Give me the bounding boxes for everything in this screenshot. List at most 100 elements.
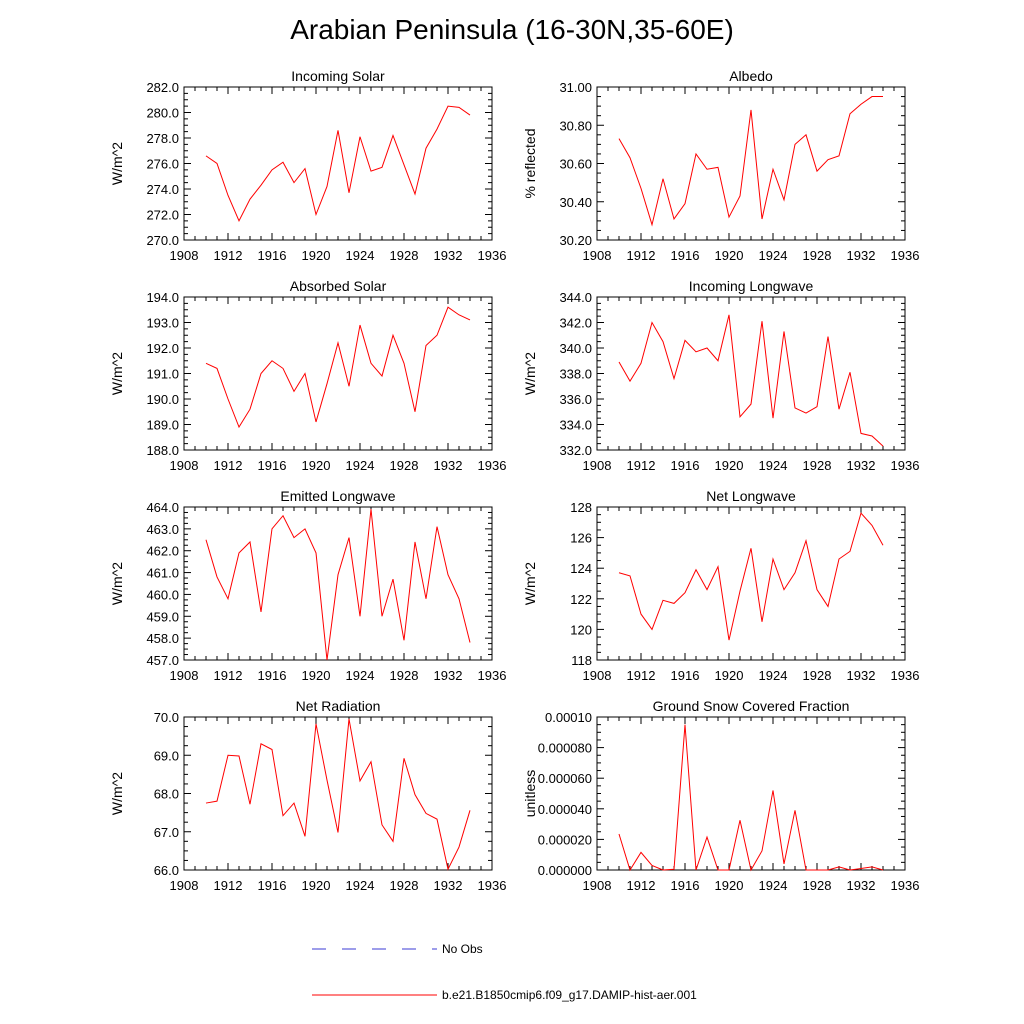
legend-model-label: b.e21.B1850cmip6.f09_g17.DAMIP-hist-aer.… xyxy=(442,988,697,1002)
x-tick-label: 1932 xyxy=(434,878,463,893)
x-tick-label: 1924 xyxy=(346,458,375,473)
y-axis-label: W/m^2 xyxy=(109,562,125,605)
y-tick-label: 460.0 xyxy=(146,587,179,602)
x-tick-label: 1928 xyxy=(390,668,419,683)
y-tick-label: 124 xyxy=(570,561,592,576)
x-tick-label: 1912 xyxy=(214,248,243,263)
y-tick-label: 68.0 xyxy=(154,787,179,802)
y-tick-label: 0.000060 xyxy=(538,771,592,786)
x-tick-label: 1908 xyxy=(170,878,199,893)
y-tick-label: 278.0 xyxy=(146,131,179,146)
x-tick-label: 1908 xyxy=(583,248,612,263)
y-axis-label: W/m^2 xyxy=(109,142,125,185)
x-tick-label: 1924 xyxy=(346,878,375,893)
panel-title: Ground Snow Covered Fraction xyxy=(653,698,850,714)
x-tick-label: 1928 xyxy=(803,668,832,683)
y-tick-label: 342.0 xyxy=(559,316,592,331)
y-tick-label: 270.0 xyxy=(146,233,179,248)
y-tick-label: 0.000040 xyxy=(538,802,592,817)
panel-title: Emitted Longwave xyxy=(280,488,395,504)
panel-title: Incoming Solar xyxy=(291,68,385,84)
panel-title: Absorbed Solar xyxy=(290,278,387,294)
y-tick-label: 457.0 xyxy=(146,653,179,668)
x-tick-label: 1936 xyxy=(891,668,920,683)
x-tick-label: 1936 xyxy=(478,458,507,473)
panel-7: Net Radiation W/m^2 1908 1912 1916 1920 1924 19… xyxy=(109,698,506,893)
series-line xyxy=(618,724,884,872)
y-tick-label: 461.0 xyxy=(146,566,179,581)
x-tick-label: 1928 xyxy=(803,878,832,893)
x-tick-label: 1916 xyxy=(671,878,700,893)
y-tick-label: 69.0 xyxy=(154,748,179,763)
y-tick-label: 118 xyxy=(571,653,592,668)
series-line xyxy=(618,314,884,447)
y-tick-label: 191.0 xyxy=(146,367,179,382)
x-tick-label: 1916 xyxy=(258,248,287,263)
x-tick-label: 1912 xyxy=(214,878,243,893)
series-line xyxy=(618,512,884,641)
legend-obs-label: No Obs xyxy=(442,942,483,956)
y-tick-label: 193.0 xyxy=(146,316,179,331)
panel-title: Incoming Longwave xyxy=(689,278,814,294)
y-tick-label: 344.0 xyxy=(559,290,592,305)
series-line xyxy=(205,509,471,661)
y-tick-label: 126 xyxy=(570,531,592,546)
x-tick-label: 1932 xyxy=(434,248,463,263)
x-tick-label: 1928 xyxy=(803,458,832,473)
x-tick-label: 1916 xyxy=(258,878,287,893)
x-tick-label: 1928 xyxy=(390,458,419,473)
x-tick-label: 1928 xyxy=(390,248,419,263)
y-axis-label: W/m^2 xyxy=(522,562,538,605)
x-tick-label: 1912 xyxy=(214,668,243,683)
panel-8: Ground Snow Covered Fraction unitless 1908… xyxy=(522,698,919,893)
x-tick-label: 1920 xyxy=(715,878,744,893)
panel-1: Incoming Solar W/m^2 1908 1912 1916 1920 1924 1… xyxy=(109,68,506,263)
x-tick-label: 1928 xyxy=(803,248,832,263)
x-tick-label: 1912 xyxy=(627,878,656,893)
y-tick-label: 463.0 xyxy=(146,522,179,537)
y-tick-label: 66.0 xyxy=(154,863,179,878)
x-tick-label: 1920 xyxy=(302,668,331,683)
y-tick-label: 280.0 xyxy=(146,106,179,121)
y-tick-label: 67.0 xyxy=(154,825,179,840)
y-tick-label: 0.00010 xyxy=(545,710,592,725)
x-tick-label: 1924 xyxy=(759,668,788,683)
series-line xyxy=(205,105,471,223)
series-line xyxy=(618,96,883,227)
y-tick-label: 190.0 xyxy=(146,392,179,407)
x-tick-label: 1920 xyxy=(302,248,331,263)
y-tick-label: 30.40 xyxy=(559,195,592,210)
x-tick-label: 1912 xyxy=(627,668,656,683)
x-tick-label: 1920 xyxy=(715,458,744,473)
x-tick-label: 1920 xyxy=(302,878,331,893)
panel-5: Emitted Longwave W/m^2 1908 1912 1916 1920 192… xyxy=(109,488,506,683)
y-tick-label: 30.20 xyxy=(559,233,592,248)
y-axis-label: % reflected xyxy=(522,128,538,198)
y-tick-label: 462.0 xyxy=(146,544,179,559)
x-tick-label: 1932 xyxy=(847,458,876,473)
x-tick-label: 1920 xyxy=(715,668,744,683)
x-tick-label: 1908 xyxy=(583,668,612,683)
y-tick-label: 0.000080 xyxy=(538,741,592,756)
panel-title: Albedo xyxy=(729,68,773,84)
y-tick-label: 0.000000 xyxy=(538,863,592,878)
y-axis-label: W/m^2 xyxy=(109,352,125,395)
x-tick-label: 1908 xyxy=(583,878,612,893)
y-tick-label: 332.0 xyxy=(559,443,592,458)
x-tick-label: 1920 xyxy=(302,458,331,473)
x-tick-label: 1908 xyxy=(170,248,199,263)
x-tick-label: 1908 xyxy=(170,668,199,683)
x-tick-label: 1932 xyxy=(847,878,876,893)
panel-4: Incoming Longwave W/m^2 1908 1912 1916 1920 19… xyxy=(522,278,919,473)
y-tick-label: 272.0 xyxy=(146,208,179,223)
series-line xyxy=(205,718,471,871)
x-tick-label: 1936 xyxy=(478,878,507,893)
x-tick-label: 1916 xyxy=(258,458,287,473)
y-tick-label: 194.0 xyxy=(146,290,179,305)
x-tick-label: 1916 xyxy=(258,668,287,683)
y-axis-label: W/m^2 xyxy=(522,352,538,395)
y-tick-label: 464.0 xyxy=(146,500,179,515)
y-tick-label: 274.0 xyxy=(146,182,179,197)
y-tick-label: 188.0 xyxy=(146,443,179,458)
